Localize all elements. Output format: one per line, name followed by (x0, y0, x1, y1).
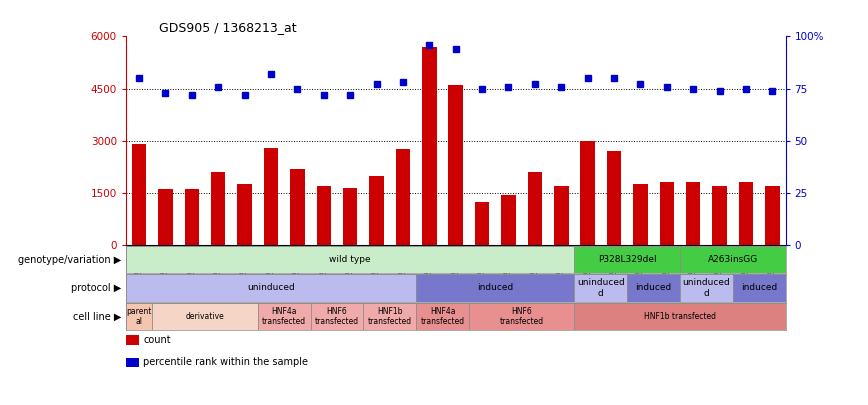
Bar (290, 168, 305, 245)
Text: induced: induced (741, 284, 777, 292)
Text: parent
al: parent al (127, 307, 152, 326)
Bar (396, 149, 411, 245)
Text: HNF4a
transfected: HNF4a transfected (420, 307, 464, 326)
Bar (126, 303, 152, 330)
Bar (152, 303, 258, 330)
Bar (575, 274, 628, 302)
Bar (469, 303, 575, 330)
Bar (185, 190, 199, 245)
Bar (581, 141, 595, 245)
Bar (739, 182, 753, 245)
Text: cell line ▶: cell line ▶ (73, 311, 122, 321)
Bar (369, 175, 384, 245)
Bar (633, 184, 648, 245)
Bar (713, 186, 727, 245)
Bar (686, 182, 700, 245)
Text: uninduced
d: uninduced d (577, 278, 625, 298)
Text: uninduced: uninduced (247, 284, 295, 292)
Bar (343, 188, 358, 245)
Text: protocol ▶: protocol ▶ (71, 283, 122, 293)
Bar (311, 303, 364, 330)
Bar (422, 47, 437, 245)
Bar (237, 184, 252, 245)
Text: HNF1b
transfected: HNF1b transfected (368, 307, 411, 326)
Bar (158, 190, 173, 245)
Bar (416, 274, 575, 302)
Text: count: count (143, 335, 171, 345)
Text: HNF6
transfected: HNF6 transfected (315, 307, 359, 326)
Bar (660, 182, 674, 245)
Text: GDS905 / 1368213_at: GDS905 / 1368213_at (159, 21, 297, 34)
Bar (765, 186, 779, 245)
Bar (126, 246, 575, 273)
Bar (475, 202, 490, 245)
Text: A263insGG: A263insGG (707, 255, 758, 264)
Bar (317, 186, 331, 245)
Text: percentile rank within the sample: percentile rank within the sample (143, 358, 308, 367)
Bar (258, 303, 311, 330)
Bar (733, 274, 786, 302)
Bar (575, 246, 680, 273)
Bar (211, 172, 226, 245)
Text: HNF6
transfected: HNF6 transfected (500, 307, 543, 326)
Bar (607, 151, 621, 245)
Bar (680, 246, 786, 273)
Text: induced: induced (477, 284, 513, 292)
Text: genotype/variation ▶: genotype/variation ▶ (18, 255, 122, 264)
Bar (501, 195, 516, 245)
Text: derivative: derivative (186, 312, 225, 321)
Bar (554, 186, 569, 245)
Text: wild type: wild type (329, 255, 371, 264)
Bar (628, 274, 680, 302)
Bar (416, 303, 469, 330)
Bar (264, 148, 279, 245)
Bar (575, 303, 786, 330)
Bar (528, 172, 542, 245)
Bar (364, 303, 416, 330)
Text: induced: induced (635, 284, 672, 292)
Bar (126, 274, 416, 302)
Text: HNF1b transfected: HNF1b transfected (644, 312, 716, 321)
Text: uninduced
d: uninduced d (682, 278, 730, 298)
Bar (449, 85, 463, 245)
Bar (132, 144, 147, 245)
Text: HNF4a
transfected: HNF4a transfected (262, 307, 306, 326)
Bar (680, 274, 733, 302)
Text: P328L329del: P328L329del (598, 255, 656, 264)
